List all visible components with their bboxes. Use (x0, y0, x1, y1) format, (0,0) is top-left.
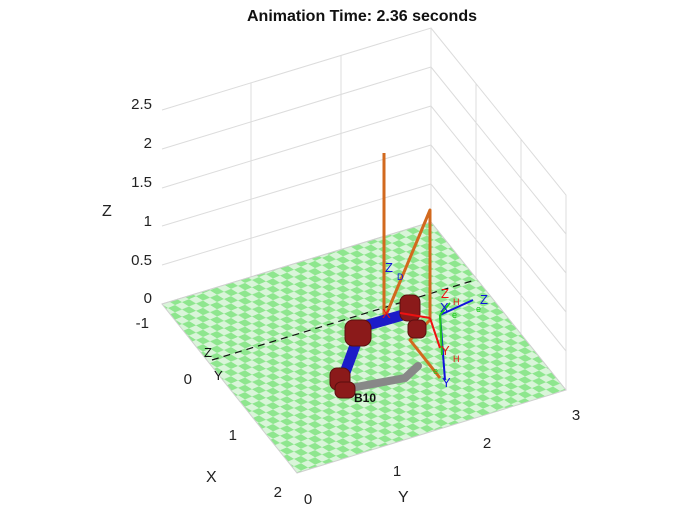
zd-label: Z (385, 260, 393, 275)
zd-sub: D (397, 272, 404, 282)
z-blue-label: Z (480, 292, 488, 307)
x-tick-labels: -1 0 1 2 (136, 315, 282, 501)
y-tick: 1 (393, 463, 401, 480)
x-tick: 2 (274, 484, 282, 501)
x-tick: 1 (229, 427, 237, 444)
z-axis-label: Z (102, 203, 112, 220)
z-tick-labels: 2.5 2 1.5 1 0.5 0 (131, 96, 152, 307)
axes-box (161, 27, 567, 390)
y-blue-label: Y (442, 375, 451, 390)
y-red-sub: H (453, 354, 460, 364)
x-tick: -1 (136, 315, 149, 332)
z-blue-sub: e (476, 304, 481, 314)
checkerboard-floor (161, 221, 567, 474)
frame-labels: Z D X Z H Y H X e Z e Y e Z Y (204, 260, 488, 390)
y-tick: 0 (304, 491, 312, 508)
x-blue-sub: e (452, 310, 457, 320)
x-red-label: X (382, 306, 391, 321)
z-tick: 1.5 (131, 174, 152, 191)
x-blue-label: X (440, 300, 449, 315)
end-effector-frame (399, 299, 474, 381)
z-tick: 0 (144, 290, 152, 307)
z-red-sub: H (453, 297, 460, 307)
y-tick: 3 (572, 407, 580, 424)
z-red-label: Z (441, 286, 449, 301)
x-tick: 0 (184, 371, 192, 388)
z-tick: 2 (144, 135, 152, 152)
robot-joints (329, 294, 427, 399)
y-axis-label: Y (398, 489, 409, 506)
z-black-label: Z (204, 345, 212, 360)
orange-trajectory (382, 153, 442, 379)
base-link (336, 362, 422, 394)
y-blue-sub: e (433, 366, 438, 376)
x-axis-label: X (206, 469, 217, 486)
y-tick: 2 (483, 435, 491, 452)
y-tick-labels: 0 1 2 3 (304, 407, 580, 508)
z-tick: 1 (144, 213, 152, 230)
y-red-label: Y (441, 343, 450, 358)
z-tick: 0.5 (131, 252, 152, 269)
robot-base-label: B10 (354, 391, 376, 405)
figure-title: Animation Time: 2.36 seconds (247, 8, 477, 25)
y-black-label: Y (214, 368, 223, 383)
z-tick: 2.5 (131, 96, 152, 113)
